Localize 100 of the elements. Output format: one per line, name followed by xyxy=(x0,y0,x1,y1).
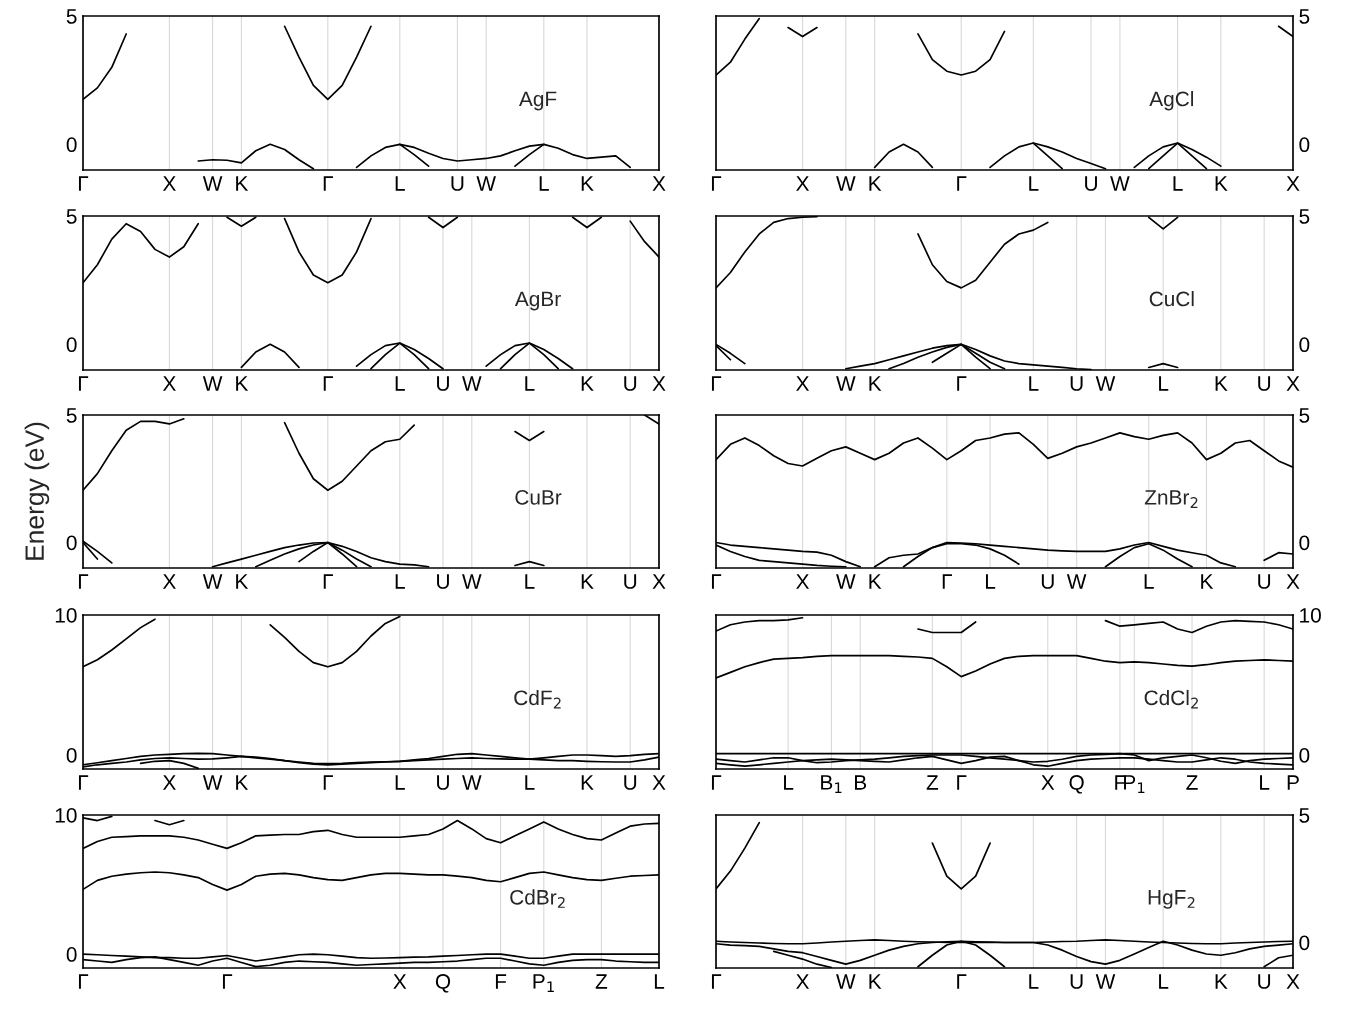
x-tick-label: K xyxy=(236,176,249,191)
x-tick-label: Γ xyxy=(711,376,722,391)
x-tick-label: L xyxy=(1173,176,1183,191)
x-tick-label: U xyxy=(437,574,449,589)
x-tick-label: Q xyxy=(1069,775,1084,794)
x-tick-label: X xyxy=(162,376,176,391)
x-tick-label: W xyxy=(476,176,496,191)
y-tick-label: 0 xyxy=(1299,748,1310,763)
y-tick-label: 5 xyxy=(66,9,77,24)
x-tick-label: X xyxy=(1286,176,1300,191)
x-tick-label: L xyxy=(395,376,405,391)
x-tick-label: X xyxy=(393,974,407,989)
x-tick-label: Γ xyxy=(78,775,89,790)
x-tick-label: X xyxy=(162,574,176,589)
x-tick-label: K xyxy=(236,775,249,790)
x-tick-label: L xyxy=(1029,176,1039,191)
y-axis-title: Energy (eV) xyxy=(24,422,50,560)
x-tick-label: Γ xyxy=(323,574,333,589)
y-tick-label: 0 xyxy=(1299,535,1310,551)
x-tick-label: L xyxy=(1159,376,1169,391)
y-tick-label: 0 xyxy=(66,137,77,153)
y-tick-label: 5 xyxy=(1299,408,1310,423)
x-tick-label: X xyxy=(796,376,810,391)
text: ZnBr$_{2}$ xyxy=(1144,490,1198,508)
x-tick-label: P$_{1}$ xyxy=(533,974,554,993)
x-tick-label: K xyxy=(869,974,882,989)
x-tick-label: Γ xyxy=(78,176,89,191)
y-tick-label: 0 xyxy=(1299,337,1310,353)
y-tick-label: 0 xyxy=(66,337,77,353)
x-tick-label: Γ xyxy=(78,376,89,391)
x-tick-label: X xyxy=(652,775,666,790)
x-tick-label: P xyxy=(1287,775,1299,790)
y-tick-label: 5 xyxy=(66,209,77,224)
x-tick-label: Γ xyxy=(957,376,967,391)
x-tick-label: W xyxy=(462,775,482,790)
x-tick-label: K xyxy=(1215,974,1228,989)
y-tick-label: 0 xyxy=(66,748,77,763)
x-tick-label: W xyxy=(202,376,223,391)
y-tick-label: 5 xyxy=(66,408,77,423)
y-tick-label: 0 xyxy=(66,947,77,962)
x-tick-label: B xyxy=(855,775,867,790)
x-tick-label: L xyxy=(539,176,549,191)
x-tick-label: W xyxy=(462,574,482,589)
x-tick-label: Γ xyxy=(711,176,722,191)
text: CdCl$_{2}$ xyxy=(1144,689,1198,709)
x-tick-label: L xyxy=(525,376,535,391)
x-tick-label: Γ xyxy=(78,574,89,589)
x-tick-label: U xyxy=(1041,574,1054,589)
x-tick-label: X xyxy=(1286,974,1300,989)
text: AgBr xyxy=(514,291,561,311)
x-tick-label: K xyxy=(581,176,594,191)
x-tick-label: W xyxy=(1095,974,1116,989)
x-tick-label: K xyxy=(236,376,249,391)
x-tick-label: Γ xyxy=(222,974,233,989)
x-tick-label: U xyxy=(624,574,637,589)
x-tick-label: X xyxy=(162,176,176,191)
x-tick-label: W xyxy=(1110,176,1130,191)
x-tick-label: W xyxy=(202,775,223,790)
x-tick-label: K xyxy=(869,376,882,391)
x-tick-label: X xyxy=(796,574,810,589)
x-tick-label: L xyxy=(395,176,405,191)
x-tick-label: W xyxy=(1066,574,1087,589)
x-tick-label: P$_{1}$ xyxy=(1124,775,1145,794)
x-tick-label: U xyxy=(1070,376,1083,391)
y-tick-label: 0 xyxy=(1299,137,1310,153)
x-tick-label: Z xyxy=(595,974,608,989)
x-tick-label: L xyxy=(395,775,405,790)
x-tick-label: Γ xyxy=(957,974,967,989)
x-tick-label: Γ xyxy=(323,775,333,790)
y-tick-label: 10 xyxy=(1300,608,1321,623)
x-tick-label: X xyxy=(796,176,810,191)
x-tick-label: L xyxy=(1260,775,1270,790)
x-tick-label: X xyxy=(652,176,666,191)
x-tick-label: W xyxy=(836,974,856,989)
x-tick-label: L xyxy=(784,775,794,790)
x-tick-label: U xyxy=(437,376,449,391)
text: HgF$_{2}$ xyxy=(1148,890,1195,909)
x-tick-label: Γ xyxy=(957,176,967,191)
x-tick-label: K xyxy=(1215,376,1228,391)
x-tick-label: W xyxy=(202,176,223,191)
y-tick-label: 10 xyxy=(55,608,77,623)
x-tick-label: Z xyxy=(926,775,939,790)
x-tick-label: Γ xyxy=(942,574,952,589)
x-tick-label: K xyxy=(869,176,882,191)
x-tick-label: F xyxy=(495,974,507,989)
x-tick-label: X xyxy=(1286,574,1300,589)
x-tick-label: U xyxy=(1258,574,1271,589)
x-tick-label: L xyxy=(654,974,665,989)
y-tick-label: 5 xyxy=(1299,209,1310,224)
x-tick-label: Γ xyxy=(957,775,967,790)
x-tick-label: U xyxy=(1258,376,1271,391)
x-tick-label: Γ xyxy=(711,775,722,790)
y-tick-label: 10 xyxy=(55,808,77,823)
x-tick-label: B$_{1}$ xyxy=(821,775,842,794)
x-tick-label: W xyxy=(202,574,223,589)
x-tick-label: F xyxy=(1115,775,1126,790)
x-tick-label: U xyxy=(1070,974,1083,989)
x-tick-label: W xyxy=(462,376,482,391)
x-tick-label: K xyxy=(1201,574,1214,589)
x-tick-label: U xyxy=(1085,176,1097,191)
